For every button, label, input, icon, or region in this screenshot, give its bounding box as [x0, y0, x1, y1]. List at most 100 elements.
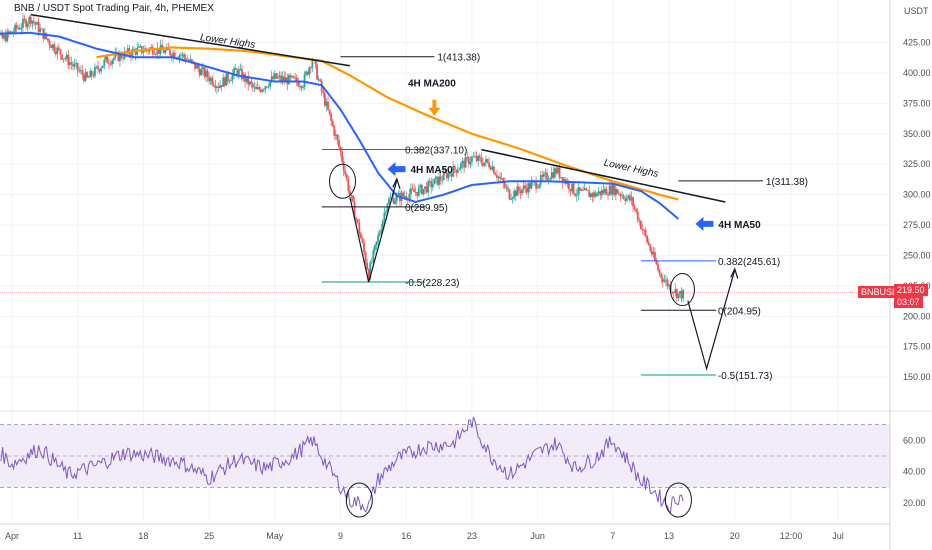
candle-body	[1, 32, 4, 39]
candle-body	[344, 170, 347, 175]
candle-body	[172, 52, 175, 58]
candle-body	[209, 77, 212, 82]
candle-body	[552, 172, 555, 178]
candle-body	[369, 262, 372, 279]
candle-body	[530, 182, 533, 189]
candle-body	[419, 185, 422, 188]
candle-body	[330, 113, 333, 121]
candle-body	[614, 188, 617, 196]
rsi-tick-label: 20.00	[903, 498, 926, 508]
price-tick-label: 150.00	[903, 372, 931, 382]
candle-body	[622, 195, 625, 199]
candle-body	[599, 191, 602, 196]
candle-body	[40, 28, 43, 30]
candle-body	[463, 160, 466, 168]
candle-body	[333, 125, 336, 136]
rsi-circle-2	[664, 482, 692, 518]
candle-body	[583, 188, 586, 191]
candle-body	[311, 59, 314, 68]
candle-body	[17, 27, 20, 29]
candle-body	[89, 71, 92, 78]
candle-body	[75, 63, 78, 64]
candle-body	[671, 291, 674, 293]
candle-body	[156, 47, 159, 54]
candle-body	[367, 269, 370, 279]
candle-body	[414, 192, 417, 193]
candle-body	[513, 190, 516, 198]
candle-body	[682, 289, 685, 299]
candle-body	[250, 81, 253, 84]
arrow-left-icon	[387, 162, 406, 177]
lower-highs-trendline-1	[30, 13, 351, 67]
candle-body	[389, 198, 392, 199]
candle-body	[178, 55, 181, 59]
candle-body	[68, 62, 71, 65]
candle-body	[18, 27, 21, 30]
candle-body	[655, 260, 658, 265]
candle-body	[33, 20, 35, 23]
candle-body	[525, 188, 528, 193]
candle-body	[411, 188, 414, 190]
fib2-label-1: 1(311.38)	[766, 177, 808, 188]
candle-body	[87, 77, 90, 78]
price-tick-label: 325.00	[903, 159, 931, 169]
candle-body	[97, 66, 99, 70]
candle-body	[350, 194, 353, 197]
candle-body	[460, 163, 462, 169]
candle-body	[169, 50, 171, 56]
candle-body	[646, 235, 649, 243]
moving-averages	[0, 31, 890, 293]
candle-body	[142, 51, 145, 53]
candle-body	[219, 85, 221, 89]
candle-body	[392, 197, 395, 204]
candle-body	[647, 242, 650, 246]
lower-highs-label-2: Lower Highs	[603, 158, 660, 180]
candle-body	[605, 188, 608, 195]
candle-body	[295, 77, 298, 82]
time-tick-label: 13	[664, 531, 674, 541]
ma50-line	[0, 31, 680, 220]
candle-body	[492, 166, 495, 174]
candle-body	[517, 186, 520, 191]
candle-body	[616, 188, 619, 194]
candle-body	[112, 58, 115, 61]
countdown-badge: 03:07	[894, 295, 923, 308]
candle-body	[505, 187, 508, 189]
candle-body	[585, 188, 588, 190]
candle-body	[23, 18, 26, 21]
candle-body	[225, 73, 228, 86]
candle-body	[29, 16, 32, 24]
candle-body	[15, 24, 18, 29]
candle-body	[485, 159, 487, 163]
candle-body	[410, 188, 412, 194]
candle-body	[569, 189, 572, 192]
candle-body	[522, 185, 525, 190]
time-tick-label: 18	[138, 531, 148, 541]
candle-body	[455, 169, 458, 173]
candle-body	[184, 57, 187, 62]
candle-body	[491, 166, 494, 170]
candle-body	[211, 77, 214, 85]
candle-body	[449, 172, 451, 174]
candle-body	[666, 279, 669, 287]
candle-body	[236, 69, 239, 75]
candle-body	[383, 212, 386, 221]
candle-body	[500, 178, 503, 180]
candle-body	[212, 84, 215, 86]
candle-body	[674, 289, 677, 294]
candle-body	[272, 76, 275, 79]
candle-body	[420, 185, 423, 195]
ma50-label-2: 4H MA50	[718, 220, 761, 231]
candle-body	[588, 190, 591, 198]
candle-body	[661, 278, 664, 282]
candle-body	[164, 49, 167, 54]
candle-body	[109, 63, 112, 65]
candle-body	[619, 194, 622, 197]
candle-body	[11, 31, 13, 33]
candle-body	[284, 77, 287, 81]
candle-body	[366, 262, 369, 270]
candle-body	[217, 86, 220, 89]
candle-body	[444, 171, 447, 173]
candle-body	[363, 242, 365, 252]
